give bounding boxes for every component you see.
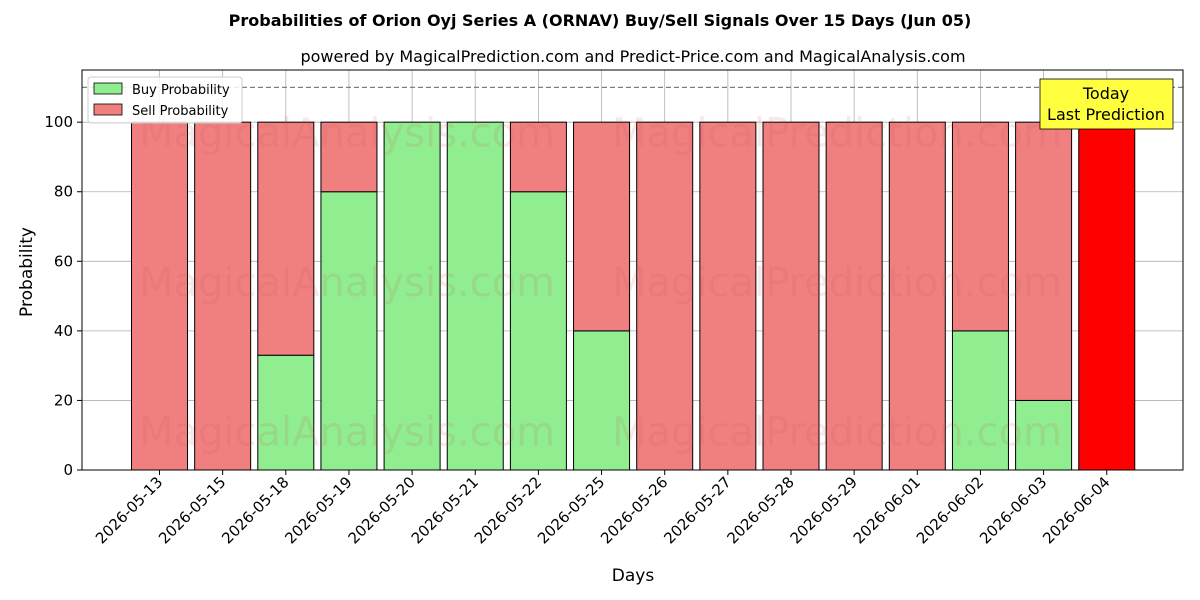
y-tick-label: 0 bbox=[63, 461, 73, 479]
bar-sell bbox=[951, 121, 1009, 332]
x-tick-label: 2026-06-02 bbox=[913, 473, 987, 547]
y-tick-label: 40 bbox=[54, 322, 73, 340]
plot-frame bbox=[81, 69, 1184, 471]
annotation-line-today: Today bbox=[1082, 84, 1129, 103]
legend-buy-label: Buy Probability bbox=[132, 83, 230, 98]
watermark-text: MagicalPrediction.com bbox=[612, 410, 1062, 456]
bar-buy bbox=[509, 191, 567, 471]
y-tick-label: 80 bbox=[54, 183, 73, 201]
legend-sell-label: Sell Probability bbox=[132, 104, 229, 119]
bar-buy bbox=[573, 330, 631, 471]
x-tick-label: 2026-05-21 bbox=[408, 473, 482, 547]
bar-sell bbox=[1015, 121, 1073, 401]
x-tick-label: 2026-06-04 bbox=[1039, 473, 1113, 547]
x-tick-label: 2026-05-25 bbox=[534, 473, 608, 547]
x-tick-label: 2026-06-01 bbox=[850, 473, 924, 547]
bar-sell bbox=[825, 121, 883, 471]
bar-sell bbox=[509, 121, 567, 193]
x-tick-label: 2026-05-29 bbox=[787, 473, 861, 547]
annotation-box bbox=[1039, 78, 1174, 130]
bar-sell bbox=[636, 121, 694, 471]
legend-box bbox=[87, 76, 243, 124]
today-annotation: Today Last Prediction bbox=[1039, 78, 1174, 130]
x-tick-label: 2026-05-26 bbox=[597, 473, 671, 547]
legend-sell-swatch bbox=[93, 103, 123, 116]
legend-buy-swatch bbox=[93, 82, 123, 95]
x-tick-label: 2026-05-18 bbox=[218, 473, 292, 547]
y-tick-label: 60 bbox=[54, 252, 73, 270]
watermark-text: MagicalPrediction.com bbox=[612, 111, 1062, 157]
bar-sell bbox=[320, 121, 378, 193]
x-tick-label: 2026-05-28 bbox=[723, 473, 797, 547]
watermark-text: MagicalAnalysis.com bbox=[139, 260, 555, 306]
bars bbox=[131, 121, 1136, 471]
y-tick-label: 100 bbox=[44, 113, 73, 131]
bar-buy bbox=[446, 121, 504, 471]
chart-subtitle: powered by MagicalPrediction.com and Pre… bbox=[300, 47, 965, 66]
watermark-text: MagicalPrediction.com bbox=[612, 260, 1062, 306]
x-tick-label: 2026-05-22 bbox=[471, 473, 545, 547]
bar-sell bbox=[699, 121, 757, 471]
x-axis-label: Days bbox=[612, 566, 655, 586]
x-tick-label: 2026-05-20 bbox=[345, 473, 419, 547]
x-tick-label: 2026-05-19 bbox=[281, 473, 355, 547]
y-axis-ticks: 0 20 40 60 80 100 bbox=[44, 113, 82, 479]
watermark-text: MagicalAnalysis.com bbox=[139, 410, 555, 456]
x-tick-label: 2026-05-13 bbox=[92, 473, 166, 547]
bar-sell bbox=[573, 121, 631, 332]
y-axis-label: Probability bbox=[17, 227, 37, 317]
bar-buy bbox=[1015, 399, 1073, 471]
bar-sell bbox=[1078, 121, 1136, 471]
watermarks: MagicalAnalysis.com MagicalPrediction.com… bbox=[139, 111, 1062, 456]
annotation-line-last-prediction: Last Prediction bbox=[1047, 105, 1165, 124]
chart-title: Probabilities of Orion Oyj Series A (ORN… bbox=[229, 11, 972, 30]
bar-buy bbox=[951, 330, 1009, 471]
x-tick-label: 2026-06-03 bbox=[976, 473, 1050, 547]
bar-sell bbox=[762, 121, 820, 471]
bar-sell bbox=[257, 121, 315, 356]
legend: Buy Probability Sell Probability bbox=[87, 76, 243, 124]
x-axis-ticks: 2026-05-132026-05-152026-05-182026-05-19… bbox=[92, 470, 1114, 547]
y-tick-label: 20 bbox=[54, 391, 73, 409]
bar-buy bbox=[383, 121, 441, 471]
x-tick-label: 2026-05-15 bbox=[155, 473, 229, 547]
x-tick-label: 2026-05-27 bbox=[660, 473, 734, 547]
bar-sell bbox=[888, 121, 946, 471]
bar-buy bbox=[320, 191, 378, 471]
bar-buy bbox=[257, 354, 315, 471]
